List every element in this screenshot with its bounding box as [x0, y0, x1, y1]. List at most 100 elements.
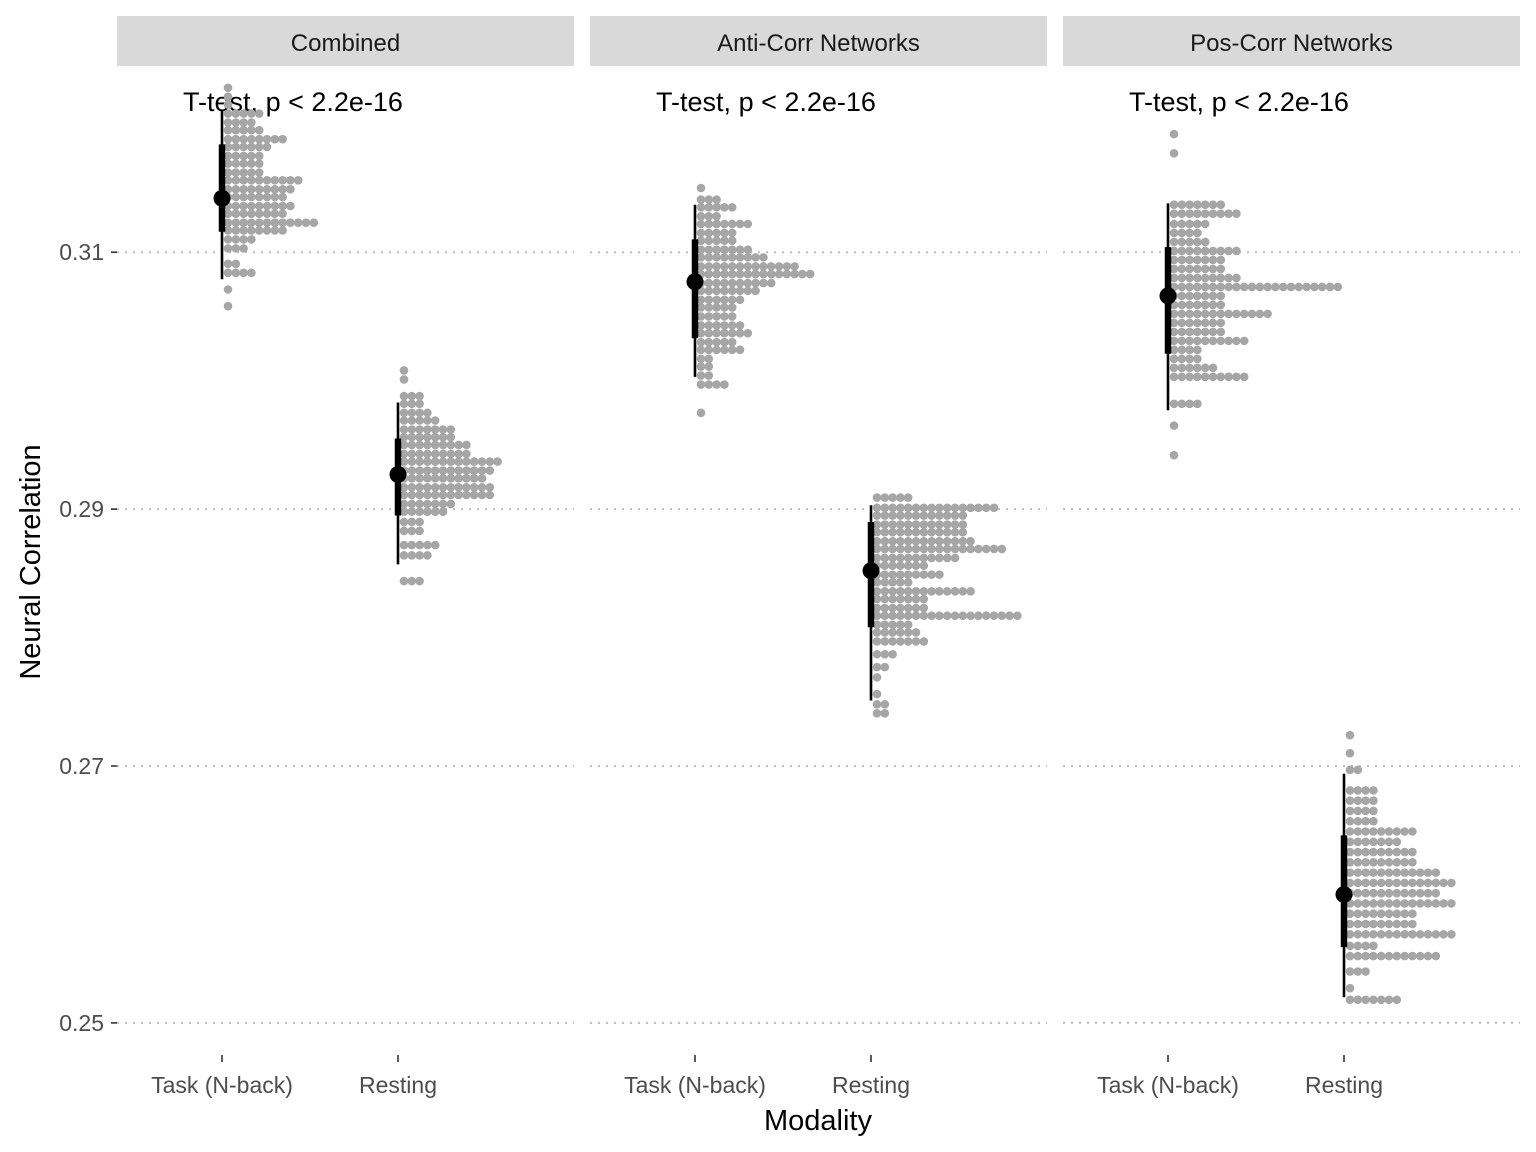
data-dot [903, 578, 913, 587]
data-dot [262, 218, 272, 227]
data-dot [1216, 372, 1226, 382]
data-dot [1208, 327, 1218, 337]
data-dot [735, 253, 745, 262]
data-dot [872, 493, 882, 502]
data-dot [1185, 300, 1194, 310]
data-dot [704, 269, 714, 279]
data-dot [1431, 878, 1441, 888]
data-dot [1185, 200, 1194, 210]
data-dot [919, 637, 929, 646]
data-dot [950, 503, 960, 513]
data-dot [712, 236, 721, 245]
data-dot [919, 527, 929, 537]
data-dot [1169, 246, 1179, 256]
data-dot [880, 561, 890, 570]
data-dot [1400, 899, 1409, 908]
data-dot [704, 371, 714, 380]
data-dot [477, 482, 487, 492]
data-dot [262, 134, 272, 144]
data-dot [1376, 919, 1386, 929]
data-dot [696, 312, 706, 321]
data-dot [270, 218, 280, 227]
data-dot [415, 526, 424, 536]
data-dot [1247, 309, 1257, 319]
data-dot [1216, 200, 1226, 210]
data-dot [1392, 858, 1402, 867]
data-dot [239, 192, 248, 202]
data-dot [1200, 309, 1210, 319]
data-dot [1361, 827, 1370, 836]
data-dot [1208, 291, 1218, 301]
data-dot [223, 209, 233, 219]
data-dot [696, 408, 706, 418]
data-dot [1353, 816, 1363, 826]
data-dot [247, 218, 256, 227]
data-dot [415, 490, 424, 500]
data-dot [1431, 899, 1441, 908]
data-dot [1200, 336, 1210, 346]
data-dot [927, 553, 936, 563]
data-dot [911, 587, 921, 596]
data-dot [989, 503, 999, 513]
data-dot [935, 587, 944, 596]
data-dot [896, 578, 905, 587]
data-dot [1224, 372, 1233, 382]
data-dot [469, 457, 479, 466]
data-dot [743, 269, 753, 279]
data-dot [1310, 282, 1319, 292]
data-dot [1169, 129, 1179, 139]
data-dot [927, 527, 936, 537]
facet-panel: Anti-Corr Networks T-test, p < 2.2e-16 Tas… [590, 16, 1047, 1098]
data-dot [1369, 796, 1378, 805]
data-dot [438, 457, 448, 466]
data-dot [911, 561, 921, 570]
data-dot [1353, 786, 1363, 795]
data-dot [1392, 899, 1402, 908]
data-dot [942, 511, 952, 520]
data-dot [301, 218, 311, 227]
data-dot [415, 399, 424, 409]
data-dot [935, 536, 944, 546]
data-dot [239, 134, 248, 144]
data-dot [759, 278, 768, 288]
data-dot [720, 337, 729, 347]
data-dot [880, 637, 890, 646]
data-dot [950, 544, 960, 554]
data-dot [888, 637, 897, 646]
data-dot [896, 503, 905, 513]
data-dot [239, 118, 248, 127]
data-dot [239, 159, 248, 168]
data-dot [974, 544, 983, 554]
data-dot [1193, 318, 1202, 328]
data-dot [1369, 868, 1378, 877]
y-tick-label: 0.29 [59, 496, 104, 522]
data-dot [1415, 868, 1425, 877]
data-dot [942, 536, 952, 546]
data-dot [438, 449, 448, 459]
data-dot [1193, 399, 1202, 409]
data-dot [1169, 372, 1179, 382]
data-dot [727, 228, 737, 238]
data-dot [1369, 995, 1378, 1005]
data-dot [896, 511, 905, 520]
data-dot [1361, 951, 1370, 961]
data-dot [1185, 282, 1194, 292]
data-dot [1169, 200, 1179, 210]
data-dot [720, 380, 729, 389]
data-dot [1431, 929, 1441, 939]
data-dot [1353, 858, 1363, 867]
data-dot [1185, 291, 1194, 301]
data-dot [1345, 765, 1355, 775]
x-tick-label: Task (N-back) [1097, 1072, 1239, 1098]
data-dot [247, 134, 256, 144]
data-dot [1376, 899, 1386, 908]
data-dot [1384, 899, 1394, 908]
data-dot [1376, 847, 1386, 857]
data-dot [872, 611, 882, 621]
point-estimate [862, 562, 880, 580]
data-dot [1415, 951, 1425, 961]
t-test-annotation: T-test, p < 2.2e-16 [183, 87, 403, 117]
data-dot [446, 466, 456, 475]
data-dot [415, 507, 424, 516]
data-dot [1345, 837, 1355, 847]
